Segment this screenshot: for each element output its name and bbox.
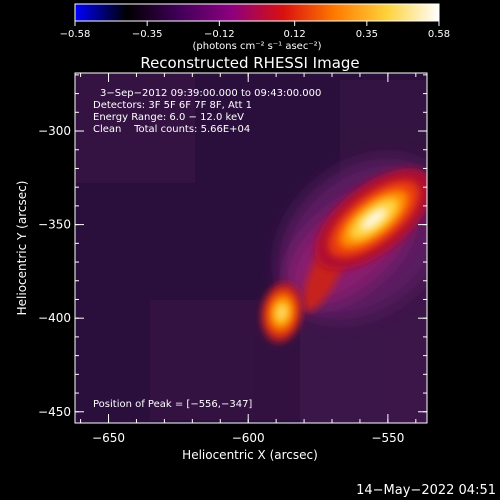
y-tick-label: −300 bbox=[38, 124, 71, 138]
annotation-detectors: Detectors: 3F 5F 6F 7F 8F, Att 1 bbox=[93, 100, 252, 111]
x-tick-label: −650 bbox=[92, 431, 125, 445]
annotation-clean-counts: Clean Total counts: 5.66E+04 bbox=[93, 124, 250, 135]
secondary-source-layer bbox=[275, 303, 288, 322]
y-axis-ticks: −300 −350 −400 −450 bbox=[38, 74, 427, 419]
x-axis-label: Heliocentric X (arcsec) bbox=[182, 448, 318, 462]
x-tick-label: −600 bbox=[232, 431, 265, 445]
y-tick-label: −450 bbox=[38, 405, 71, 419]
x-tick-label: −550 bbox=[371, 431, 404, 445]
annotation-energy-range: Energy Range: 6.0 − 12.0 keV bbox=[93, 112, 244, 123]
colorbar: −0.58 −0.35 −0.12 0.12 0.35 0.58 (photons cm⁻… bbox=[60, 3, 450, 52]
annotations: 3−Sep−2012 09:39:00.000 to 09:43:00.000 … bbox=[93, 88, 321, 410]
chart-title: Reconstructed RHESSI Image bbox=[140, 54, 359, 72]
main-source-layer bbox=[360, 208, 388, 230]
colorbar-tick-label: 0.12 bbox=[284, 29, 306, 40]
annotation-peak-position: Position of Peak = [−556,−347] bbox=[93, 399, 252, 410]
colorbar-tick-label: −0.35 bbox=[132, 29, 163, 40]
colorbar-bar bbox=[74, 3, 440, 22]
plot-frame bbox=[74, 72, 428, 424]
annotation-time-range: 3−Sep−2012 09:39:00.000 to 09:43:00.000 bbox=[100, 88, 321, 99]
x-axis-ticks: −650−600−550−500 bbox=[80, 73, 417, 445]
timestamp: 14−May−2022 04:51 bbox=[356, 483, 496, 498]
colorbar-unit-label: (photons cm⁻² s⁻¹ asec⁻²) bbox=[192, 41, 321, 52]
colorbar-tick-label: 0.35 bbox=[356, 29, 378, 40]
emission-sources bbox=[261, 157, 427, 343]
y-tick-label: −400 bbox=[38, 311, 71, 325]
colorbar-tick-label: −0.58 bbox=[60, 29, 91, 40]
colorbar-tick-label: −0.12 bbox=[204, 29, 235, 40]
y-axis-label: Heliocentric Y (arcsec) bbox=[15, 181, 29, 316]
image-area bbox=[75, 73, 427, 423]
y-tick-label: −350 bbox=[38, 218, 71, 232]
colorbar-ticks: −0.58 −0.35 −0.12 0.12 0.35 0.58 bbox=[60, 21, 450, 40]
colorbar-tick-label: 0.58 bbox=[428, 29, 450, 40]
